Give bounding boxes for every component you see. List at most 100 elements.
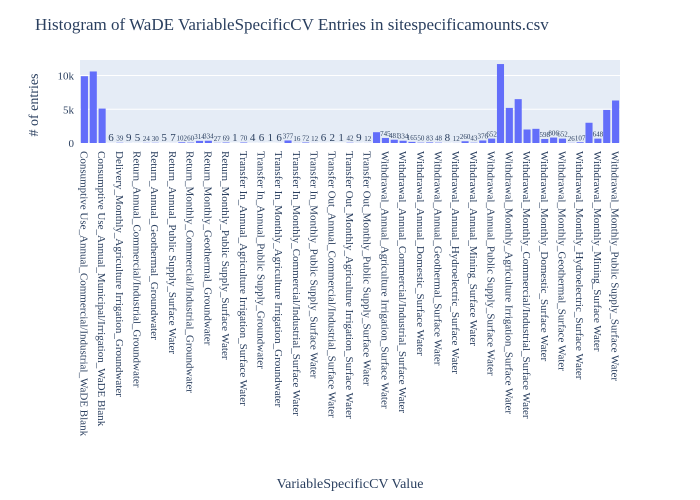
x-tick-label: Withdrawal_Monthly_Domestic_Surface Wate… bbox=[538, 151, 550, 361]
value-label: 598 bbox=[540, 131, 551, 139]
bar bbox=[541, 138, 549, 143]
value-label: 42 bbox=[347, 135, 355, 143]
value-label: 50 bbox=[417, 135, 425, 143]
x-tick-label: Withdrawal_Monthly_Agriculture Irrigatio… bbox=[502, 151, 514, 414]
bar bbox=[195, 140, 204, 143]
value-label: 9 bbox=[126, 132, 132, 144]
x-tick-label: Transfer Out_Monthly_Public Supply_Surfa… bbox=[361, 151, 373, 386]
bar bbox=[514, 99, 522, 143]
value-label: 60 bbox=[187, 135, 195, 143]
value-label: 376 bbox=[478, 132, 489, 140]
x-tick-label: Return_Annual_Commercial/Industrial_Grou… bbox=[131, 151, 143, 388]
value-label: 107 bbox=[575, 134, 586, 142]
value-label: 7 bbox=[170, 132, 176, 144]
value-label: 16 bbox=[293, 135, 301, 143]
chart-title: Histogram of WaDE VariableSpecificCV Ent… bbox=[35, 15, 549, 34]
value-label: 377 bbox=[283, 132, 294, 140]
value-label: 26 bbox=[568, 135, 576, 143]
plot-area bbox=[80, 60, 620, 143]
y-tick-label: 10k bbox=[58, 71, 75, 83]
value-label: 12 bbox=[311, 135, 319, 143]
value-label: 806 bbox=[548, 130, 559, 138]
bar bbox=[461, 141, 469, 143]
x-tick-label: Consumptive Use_Annual_Municipal/Irrigat… bbox=[95, 151, 107, 427]
bar bbox=[80, 76, 88, 143]
x-tick-label: Transfer In_Annual_Public Supply_Groundw… bbox=[254, 151, 266, 369]
bar bbox=[523, 129, 531, 143]
bar bbox=[408, 141, 416, 143]
bar bbox=[550, 137, 558, 143]
value-label: 652 bbox=[486, 131, 497, 139]
x-tick-label: Withdrawal_Monthly_Public Supply_Surface… bbox=[609, 151, 621, 381]
bar bbox=[426, 142, 434, 143]
y-tick-label: 5k bbox=[63, 104, 75, 116]
x-tick-label: Transfer In_Monthly_Public Supply_Surfac… bbox=[308, 151, 320, 379]
value-label: 48 bbox=[435, 135, 443, 143]
bar bbox=[204, 140, 212, 143]
x-tick-label: Return_Monthly_Geothermal_Groundwater bbox=[201, 151, 213, 346]
bar bbox=[98, 108, 106, 143]
value-label: 2 bbox=[330, 132, 336, 144]
x-tick-label: Delivery_Monthly_Agriculture Irrigation_… bbox=[113, 151, 125, 397]
value-label: 27 bbox=[214, 135, 222, 143]
bar bbox=[89, 71, 97, 143]
value-label: 30 bbox=[152, 135, 160, 143]
bar bbox=[399, 140, 407, 143]
x-tick-label: Withdrawal_Monthly_Mining_Surface Water bbox=[591, 151, 603, 352]
value-label: 1 bbox=[268, 132, 274, 144]
value-label: 314 bbox=[194, 133, 205, 141]
bar bbox=[585, 122, 593, 143]
value-label: 39 bbox=[116, 135, 124, 143]
value-label: 6 bbox=[276, 132, 282, 144]
value-label: 8 bbox=[445, 132, 451, 144]
bar bbox=[558, 138, 566, 143]
x-tick-label: Return_Annual_Geothermal_Groundwater bbox=[148, 151, 160, 340]
value-label: 24 bbox=[143, 135, 151, 143]
x-tick-label: Transfer In_Annual_Agriculture Irrigatio… bbox=[237, 151, 249, 406]
value-label: 69 bbox=[223, 135, 231, 143]
value-label: 745 bbox=[380, 130, 391, 138]
value-label: 6 bbox=[259, 132, 265, 144]
bar bbox=[479, 140, 487, 143]
x-tick-label: Withdrawal_Monthly_Commercial/Industrial… bbox=[520, 151, 532, 419]
x-tick-label: Return_Monthly_Public Supply_Surface Wat… bbox=[219, 151, 231, 360]
bar bbox=[603, 109, 611, 143]
value-label: 652 bbox=[557, 131, 568, 139]
value-label: 1 bbox=[338, 132, 344, 144]
value-label: 6 bbox=[108, 132, 114, 144]
x-tick-label: Transfer Out_Annual_Commercial/Industria… bbox=[325, 151, 337, 418]
y-axis-title: # of entries bbox=[27, 74, 42, 137]
bar bbox=[612, 100, 620, 143]
x-tick-label: Return_Monthly_Commercial/Industrial_Gro… bbox=[184, 151, 196, 393]
x-tick-label: Withdrawal_Annual_Public Supply_Surface … bbox=[485, 151, 497, 376]
bar bbox=[373, 132, 381, 143]
value-label: 6 bbox=[321, 132, 327, 144]
bar bbox=[505, 107, 513, 143]
value-label: 70 bbox=[240, 135, 248, 143]
bar bbox=[488, 138, 496, 143]
value-label: 334 bbox=[203, 133, 214, 141]
x-tick-label: Return_Annual_Public Supply_Surface Wate… bbox=[166, 151, 178, 354]
x-tick-label: Consumptive Use_Annual_Commercial/Indust… bbox=[77, 151, 89, 437]
value-label: 9 bbox=[356, 132, 362, 144]
x-tick-label: Withdrawal_Monthly_Geothermal_Surface Wa… bbox=[555, 151, 567, 371]
value-label: 334 bbox=[398, 133, 409, 141]
x-axis-title: VariableSpecificCV Value bbox=[277, 477, 424, 492]
bar bbox=[390, 139, 398, 143]
x-tick-label: Transfer Out_Monthly_Agriculture Irrigat… bbox=[343, 151, 355, 419]
value-label: 12 bbox=[453, 135, 461, 143]
value-label: 260 bbox=[460, 133, 471, 141]
value-label: 1 bbox=[232, 132, 238, 144]
x-tick-label: Withdrawal_Annual_Agriculture Irrigation… bbox=[378, 151, 390, 409]
value-label: 5 bbox=[161, 132, 167, 144]
value-label: 165 bbox=[407, 134, 418, 142]
x-tick-label: Withdrawal_Annual_Mining_Surface Water bbox=[467, 151, 479, 346]
value-label: 83 bbox=[426, 134, 434, 142]
value-label: 102 bbox=[177, 134, 188, 142]
x-tick-label: Withdrawal_Monthly_Hydroelectric_Surface… bbox=[573, 151, 585, 380]
bar bbox=[594, 138, 602, 143]
value-label: 648 bbox=[593, 131, 604, 139]
bar bbox=[576, 142, 584, 143]
bar bbox=[496, 64, 505, 143]
x-tick-label: Transfer In_Monthly_Agriculture Irrigati… bbox=[272, 151, 284, 408]
